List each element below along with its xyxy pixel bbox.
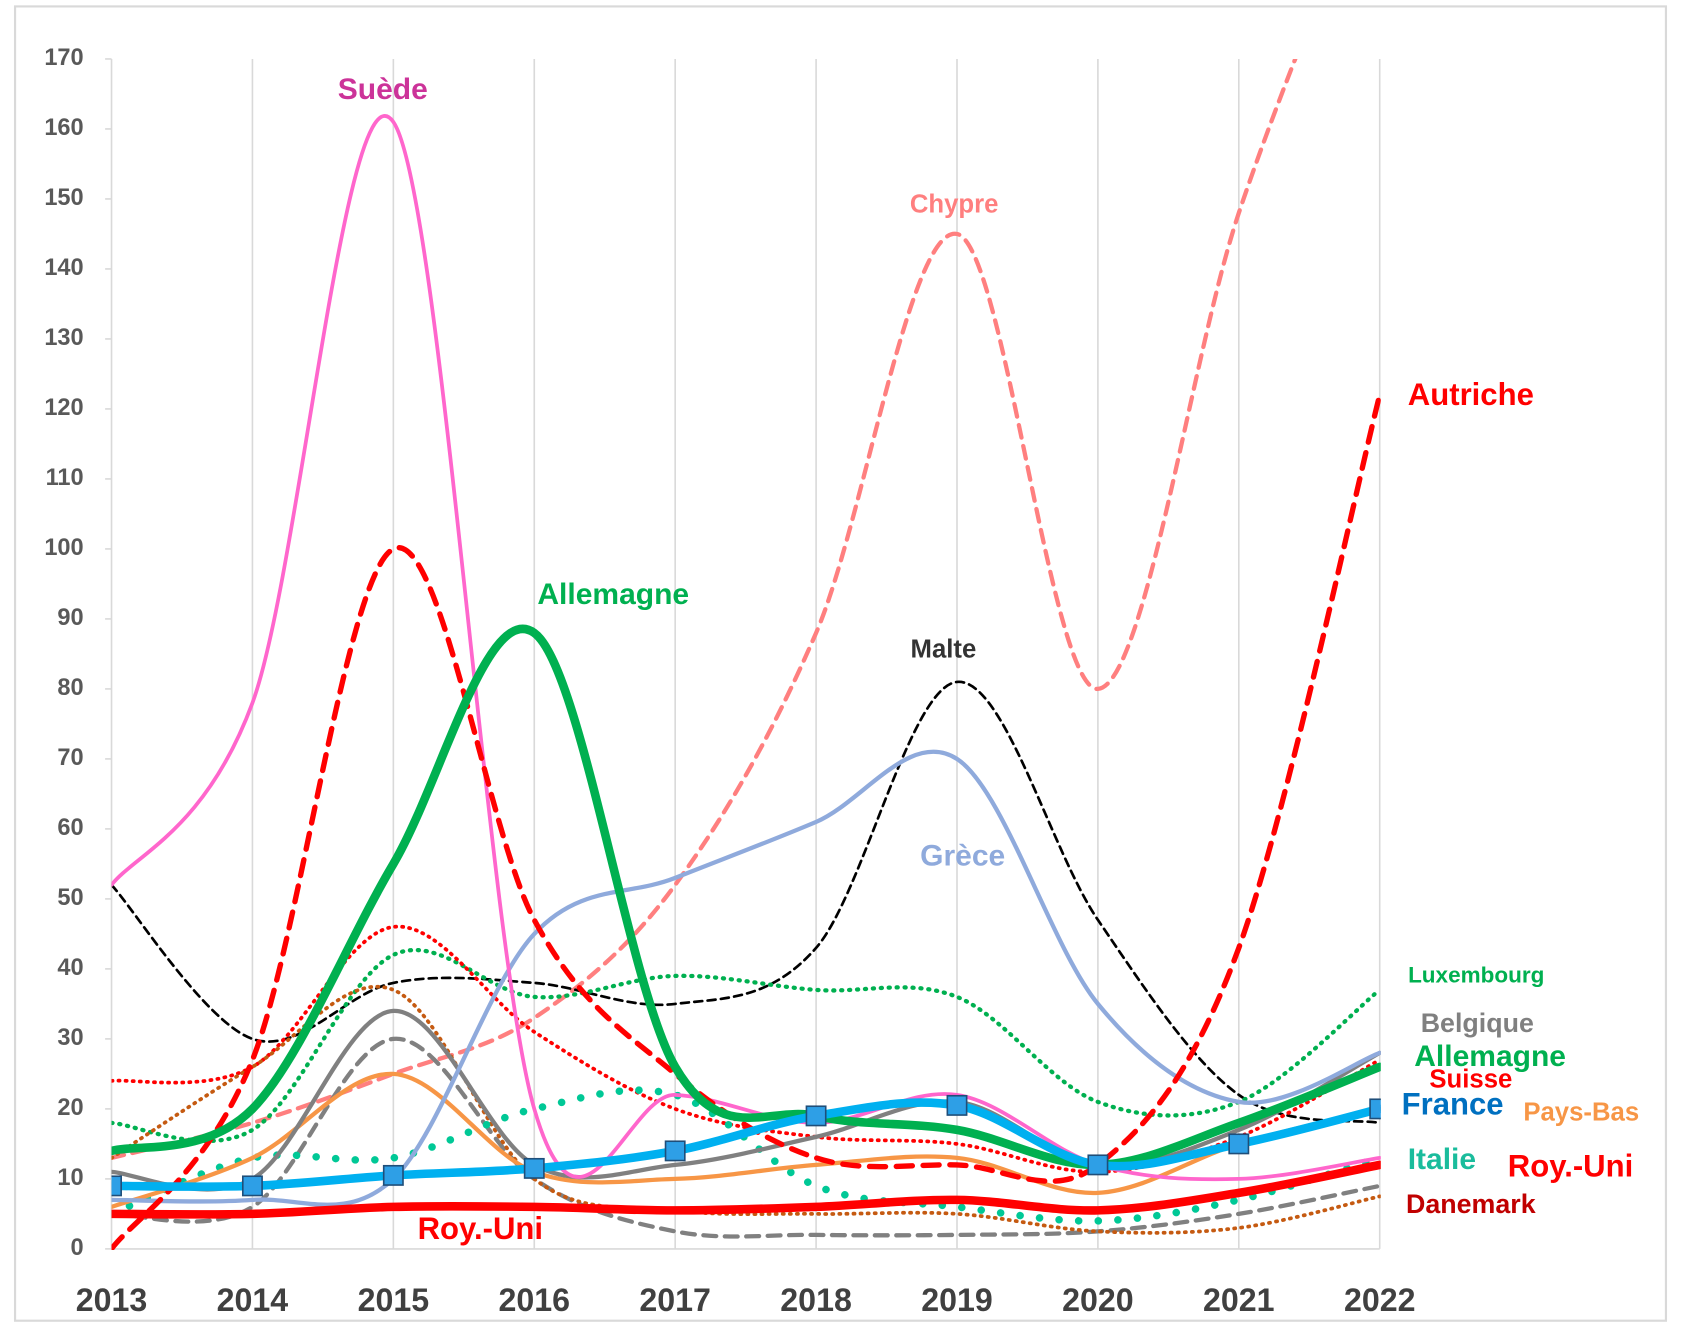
y-tick-label: 10 <box>57 1164 83 1190</box>
y-tick-label: 40 <box>57 954 83 980</box>
series-label: Suède <box>338 73 428 106</box>
x-tick-label: 2017 <box>639 1282 711 1318</box>
y-tick-label: 0 <box>71 1234 84 1260</box>
series-line <box>111 947 1381 1144</box>
series-label: Chypre <box>910 191 999 219</box>
series-line <box>111 1036 1381 1239</box>
y-tick-label: 170 <box>44 44 83 70</box>
series-label: Roy.-Uni <box>1508 1149 1633 1184</box>
y-tick-label: 110 <box>46 464 84 490</box>
x-tick-label: 2021 <box>1203 1282 1275 1318</box>
series-label: Malte <box>911 636 977 664</box>
plot-lines <box>111 58 1381 1250</box>
point-marker <box>946 1094 968 1116</box>
point-marker <box>1087 1154 1109 1176</box>
series-line <box>111 624 1381 1170</box>
y-tick-label: 20 <box>57 1094 83 1120</box>
series-label: Pays-Bas <box>1523 1099 1639 1127</box>
y-tick-label: 120 <box>44 394 83 420</box>
y-tick-label: 90 <box>57 604 83 630</box>
y-tick-label: 100 <box>44 534 83 560</box>
series-line <box>111 1160 1381 1219</box>
x-tick-label: 2015 <box>358 1282 430 1318</box>
series-line <box>111 749 1381 1207</box>
point-marker <box>1228 1133 1250 1155</box>
series-line <box>111 58 1298 1161</box>
point-marker <box>664 1140 686 1162</box>
x-tick-label: 2022 <box>1344 1282 1416 1318</box>
y-tick-label: 150 <box>44 184 83 210</box>
point-marker <box>1369 1098 1381 1120</box>
y-tick-label: 60 <box>57 814 83 840</box>
x-tick-label: 2013 <box>76 1282 148 1318</box>
point-marker <box>523 1157 545 1179</box>
point-marker <box>111 1175 122 1197</box>
series-label: Grèce <box>920 840 1005 873</box>
y-tick-label: 160 <box>44 114 83 140</box>
series-label: France <box>1402 1087 1504 1122</box>
series-label: Belgique <box>1421 1008 1534 1038</box>
x-tick-label: 2014 <box>217 1282 289 1318</box>
series-line <box>111 1098 1381 1191</box>
series-label: Roy.-Uni <box>418 1211 543 1246</box>
y-tick-label: 50 <box>57 884 83 910</box>
x-tick-label: 2018 <box>780 1282 852 1318</box>
x-tick-label: 2016 <box>498 1282 570 1318</box>
y-tick-label: 30 <box>57 1024 83 1050</box>
y-tick-label: 130 <box>44 324 83 350</box>
chart-frame <box>13 5 1668 1322</box>
series-label: Suisse <box>1429 1065 1512 1093</box>
point-marker <box>805 1105 827 1127</box>
y-tick-label: 140 <box>44 254 83 280</box>
labels: Chypre Malte Luxembourg Suisse Danemark Itali… <box>338 73 1639 1246</box>
x-tick-label: 2019 <box>921 1282 993 1318</box>
x-tick-label: 2020 <box>1062 1282 1134 1318</box>
series-line <box>111 1071 1381 1210</box>
grid: 0 10 20 30 40 50 60 70 80 90 100 110 120 130 140 150 160… <box>44 44 1415 1318</box>
series-label: Danemark <box>1406 1189 1536 1219</box>
point-marker <box>382 1164 404 1186</box>
series-label: Allemagne <box>1414 1040 1566 1073</box>
series-label: Luxembourg <box>1408 963 1544 988</box>
series-label: Italie <box>1408 1143 1476 1176</box>
series-label: Allemagne <box>537 578 689 611</box>
y-tick-label: 70 <box>57 744 83 770</box>
point-marker <box>241 1175 263 1197</box>
series-line <box>111 680 1381 1125</box>
y-tick-label: 80 <box>57 674 83 700</box>
series-label: Autriche <box>1408 377 1534 412</box>
